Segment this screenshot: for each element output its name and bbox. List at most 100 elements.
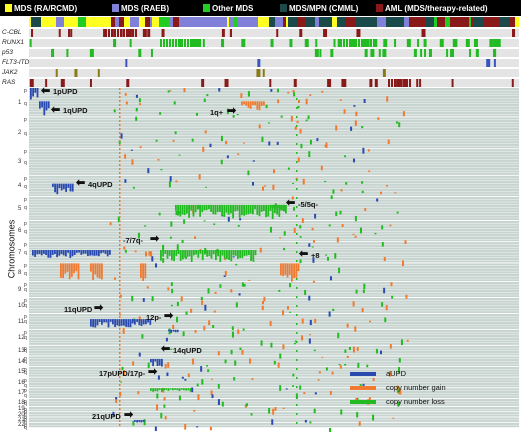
category-cell bbox=[500, 17, 509, 27]
lesion-mark bbox=[113, 109, 116, 113]
lesion-block bbox=[179, 204, 182, 217]
mutation-mark bbox=[406, 79, 408, 87]
lesion-block bbox=[214, 204, 217, 215]
lesion-mark bbox=[119, 120, 121, 122]
lesion-mark bbox=[119, 384, 121, 386]
lesion-block bbox=[256, 204, 259, 215]
lesion-block bbox=[223, 204, 226, 217]
legend-label-cmml: MDS/MPN (CMML) bbox=[289, 4, 359, 13]
lesion-block bbox=[47, 101, 50, 109]
mutation-mark bbox=[114, 39, 117, 47]
lesion-mark bbox=[219, 284, 222, 288]
category-cell bbox=[130, 17, 139, 27]
mutation-mark bbox=[493, 59, 496, 67]
lesion-mark bbox=[308, 151, 311, 158]
lesion-block bbox=[36, 250, 39, 255]
arm-label-p: p bbox=[24, 175, 27, 182]
mutation-mark bbox=[166, 39, 168, 47]
lesion-mark bbox=[350, 126, 353, 131]
mutation-mark bbox=[394, 39, 397, 47]
lesion-mark bbox=[311, 246, 314, 248]
lesion-mark bbox=[335, 125, 338, 131]
chromosome-label: 16 bbox=[18, 379, 25, 386]
category-cell bbox=[234, 17, 237, 27]
mutation-mark bbox=[187, 39, 189, 47]
lesion-block bbox=[107, 319, 110, 328]
lesion-mark bbox=[352, 346, 355, 353]
lesion-mark bbox=[200, 366, 203, 372]
chromosome-separator bbox=[29, 174, 519, 176]
lesion-block bbox=[65, 183, 67, 192]
lesion-block bbox=[250, 250, 252, 261]
lesion-block bbox=[92, 319, 94, 328]
lesion-mark bbox=[119, 116, 121, 118]
lesion-block bbox=[221, 250, 224, 256]
category-cell bbox=[102, 17, 111, 27]
lesion-mark bbox=[119, 268, 121, 270]
lesion-block bbox=[193, 250, 195, 256]
lesion-mark bbox=[112, 411, 115, 417]
lesion-mark bbox=[119, 304, 121, 306]
arrow-1qgain: ➡ bbox=[227, 105, 237, 117]
arm-label-p: p bbox=[24, 366, 27, 373]
mutation-mark bbox=[319, 49, 322, 57]
category-cell bbox=[41, 17, 49, 27]
lesion-block bbox=[98, 250, 100, 257]
lesion-block bbox=[179, 250, 182, 261]
lesion-block bbox=[190, 204, 193, 211]
category-cell bbox=[152, 17, 159, 27]
lesion-mark bbox=[119, 424, 121, 426]
mutation-mark bbox=[388, 79, 390, 87]
lesion-mark bbox=[339, 210, 342, 215]
lesion-mark bbox=[317, 379, 320, 381]
lesion-mark bbox=[119, 336, 121, 338]
lesion-mark bbox=[296, 422, 298, 424]
lesion-mark bbox=[178, 395, 181, 401]
lesion-mark bbox=[176, 301, 179, 307]
lesion-mark bbox=[308, 334, 311, 336]
category-cell bbox=[258, 17, 266, 27]
annotation-1qgain: 1q+ bbox=[210, 108, 224, 117]
lesion-mark bbox=[213, 223, 216, 226]
category-cell bbox=[297, 17, 306, 27]
category-cell bbox=[478, 17, 483, 27]
lesion-mark bbox=[178, 154, 181, 156]
mutation-mark bbox=[327, 79, 332, 87]
lesion-mark bbox=[270, 342, 273, 348]
lesion-mark bbox=[119, 100, 121, 102]
arm-label-p: p bbox=[24, 412, 27, 419]
lesion-mark bbox=[247, 91, 250, 97]
lesion-mark bbox=[381, 242, 384, 247]
lesion-mark bbox=[299, 385, 302, 390]
category-cell bbox=[465, 17, 469, 27]
lesion-block bbox=[181, 204, 184, 215]
lesion-block bbox=[94, 263, 97, 275]
lesion-mark bbox=[237, 329, 240, 335]
lesion-block bbox=[174, 388, 176, 390]
lesion-block bbox=[89, 250, 91, 256]
lesion-mark bbox=[296, 197, 298, 199]
lesion-mark bbox=[239, 218, 242, 221]
chromosome-separator bbox=[29, 196, 519, 197]
lesion-block bbox=[228, 250, 230, 261]
mutation-mark bbox=[424, 49, 427, 57]
lesion-mark bbox=[170, 348, 173, 351]
lesion-mark bbox=[283, 247, 286, 251]
lesion-mark bbox=[296, 242, 298, 244]
mutation-mark bbox=[382, 69, 386, 77]
lesion-mark bbox=[387, 139, 390, 145]
lesion-mark bbox=[388, 371, 391, 377]
lesion-mark bbox=[141, 334, 144, 339]
lesion-block bbox=[30, 88, 32, 100]
chromosome-label: 21 bbox=[18, 417, 25, 424]
lesion-block bbox=[175, 204, 177, 211]
lesion-block bbox=[203, 204, 206, 211]
lesion-mark bbox=[119, 148, 121, 150]
mutation-mark bbox=[224, 79, 229, 87]
lesion-block bbox=[73, 250, 76, 255]
lesion-mark bbox=[312, 280, 315, 283]
lesion-mark bbox=[213, 310, 216, 313]
lesion-block bbox=[106, 250, 109, 257]
lesion-block bbox=[188, 204, 190, 218]
lesion-mark bbox=[236, 114, 239, 116]
